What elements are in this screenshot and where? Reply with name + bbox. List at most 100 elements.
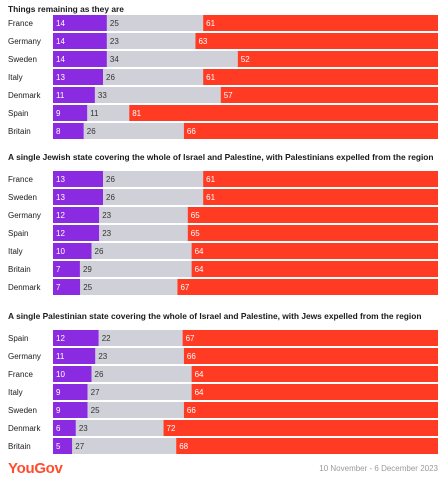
data-label: 14 xyxy=(56,55,65,64)
data-label: 81 xyxy=(132,109,141,118)
category-label: Spain xyxy=(8,229,28,238)
category-label: Germany xyxy=(8,211,41,220)
bar-segment xyxy=(53,438,73,454)
data-label: 10 xyxy=(56,370,65,379)
date-range: 10 November - 6 December 2023 xyxy=(319,464,438,473)
bar-segment xyxy=(80,279,178,295)
bar-segment xyxy=(182,330,438,346)
data-label: 13 xyxy=(56,73,65,82)
bar-segment xyxy=(195,33,438,49)
data-label: 6 xyxy=(56,424,61,433)
category-label: Britain xyxy=(8,265,31,274)
category-label: France xyxy=(8,19,33,28)
bar-segment xyxy=(95,348,184,364)
category-label: France xyxy=(8,370,33,379)
data-label: 26 xyxy=(106,175,115,184)
data-label: 64 xyxy=(195,265,204,274)
category-label: Italy xyxy=(8,247,23,256)
bar-segment xyxy=(183,402,438,418)
data-label: 65 xyxy=(191,211,200,220)
category-label: Italy xyxy=(8,73,23,82)
section-title-2: A single Jewish state covering the whole… xyxy=(8,152,434,162)
data-label: 66 xyxy=(187,406,196,415)
bar-segment xyxy=(203,69,438,85)
data-label: 64 xyxy=(195,247,204,256)
bar-segment xyxy=(183,348,438,364)
category-label: Britain xyxy=(8,127,31,136)
data-label: 68 xyxy=(179,442,188,451)
bar-segment xyxy=(53,348,96,364)
bar-segment xyxy=(53,105,88,121)
bar-segment xyxy=(129,105,439,121)
bar-segment xyxy=(99,207,188,223)
data-label: 9 xyxy=(56,388,61,397)
data-label: 10 xyxy=(56,247,65,256)
data-label: 63 xyxy=(198,37,207,46)
data-label: 5 xyxy=(56,442,61,451)
data-label: 14 xyxy=(56,19,65,28)
category-label: Spain xyxy=(8,109,28,118)
bar-segment xyxy=(103,69,204,85)
chart-palestinian-state: Spain 12 22 67 Germany 11 23 66 France 10 26 64 Ital… xyxy=(8,330,439,454)
data-label: 26 xyxy=(95,370,104,379)
data-label: 29 xyxy=(83,265,92,274)
data-label: 9 xyxy=(56,109,61,118)
bar-segment xyxy=(183,123,438,139)
bar-segment xyxy=(53,225,100,241)
data-label: 8 xyxy=(56,127,61,136)
yougov-logo: YouGov xyxy=(8,460,63,477)
data-label: 57 xyxy=(224,91,233,100)
bar-segment xyxy=(94,87,221,103)
category-label: Denmark xyxy=(8,283,41,292)
bar-segment xyxy=(187,207,438,223)
category-label: Italy xyxy=(8,388,23,397)
bar-segment xyxy=(191,243,438,259)
data-label: 64 xyxy=(195,388,204,397)
category-label: Germany xyxy=(8,352,41,361)
bar-segment xyxy=(203,189,438,205)
data-label: 72 xyxy=(167,424,176,433)
bar-segment xyxy=(53,330,99,346)
category-label: Sweden xyxy=(8,193,37,202)
bar-segment xyxy=(53,15,107,31)
bar-segment xyxy=(203,15,438,31)
data-label: 66 xyxy=(187,127,196,136)
data-label: 61 xyxy=(206,175,215,184)
data-label: 34 xyxy=(110,55,119,64)
data-label: 23 xyxy=(110,37,119,46)
bar-segment xyxy=(53,366,92,382)
bar-segment xyxy=(103,189,204,205)
data-label: 22 xyxy=(102,334,111,343)
bar-segment xyxy=(72,438,177,454)
data-label: 11 xyxy=(56,352,65,361)
bar-segment xyxy=(53,69,104,85)
bar-segment xyxy=(53,123,84,139)
category-label: France xyxy=(8,175,33,184)
data-label: 33 xyxy=(98,91,107,100)
data-label: 11 xyxy=(90,109,99,118)
category-label: Spain xyxy=(8,334,28,343)
data-label: 27 xyxy=(91,388,100,397)
bar-segment xyxy=(53,261,80,277)
bar-segment xyxy=(163,420,439,436)
data-label: 27 xyxy=(75,442,84,451)
bar-segment xyxy=(98,330,183,346)
category-label: Sweden xyxy=(8,55,37,64)
bar-segment xyxy=(187,225,438,241)
data-label: 12 xyxy=(56,211,65,220)
data-label: 26 xyxy=(95,247,104,256)
chart-jewish-state: France 13 26 61 Sweden 13 26 61 Germany 12 23 65 Spa… xyxy=(8,171,438,295)
bar-segment xyxy=(203,171,438,187)
data-label: 12 xyxy=(56,229,65,238)
bar-segment xyxy=(106,15,204,31)
data-label: 23 xyxy=(98,352,107,361)
data-label: 67 xyxy=(186,334,195,343)
bar-segment xyxy=(87,402,184,418)
data-label: 13 xyxy=(56,193,65,202)
data-label: 23 xyxy=(79,424,88,433)
bar-segment xyxy=(191,366,438,382)
data-label: 23 xyxy=(102,211,111,220)
bar-segment xyxy=(53,33,107,49)
data-label: 7 xyxy=(56,265,61,274)
bar-segment xyxy=(237,51,438,67)
